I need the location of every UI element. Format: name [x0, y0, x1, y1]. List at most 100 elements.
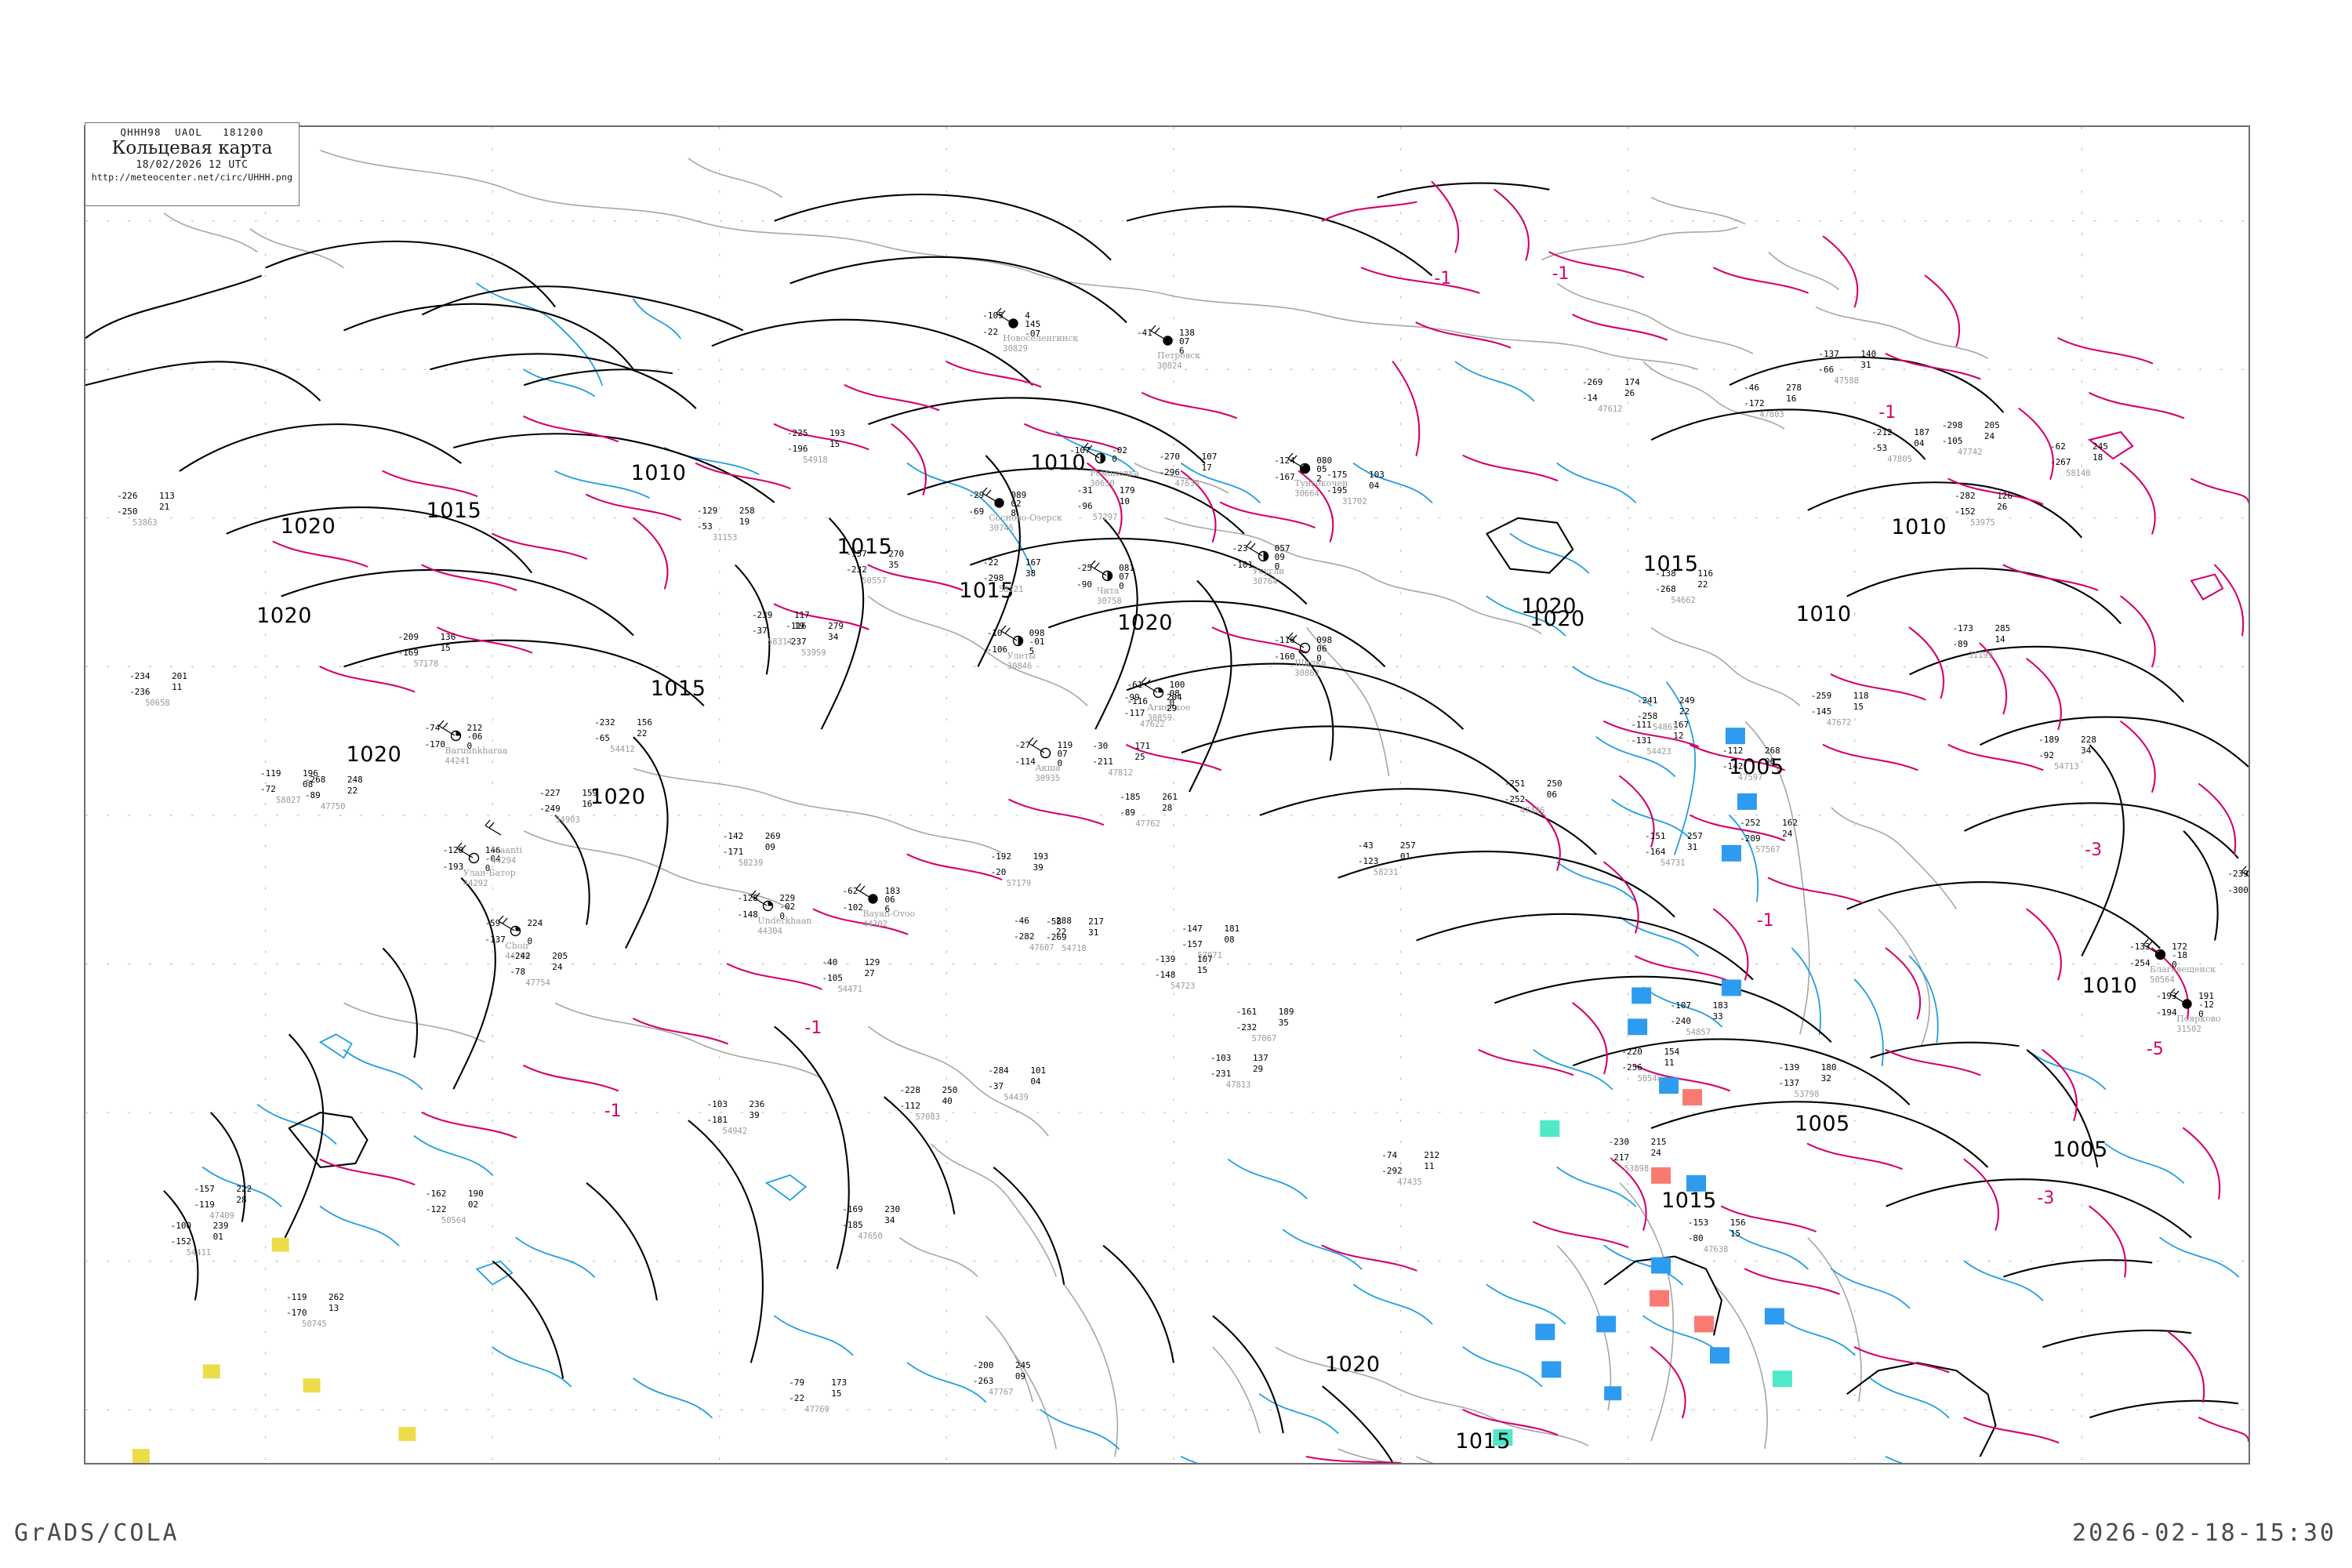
- isotherm-label: -5: [2146, 1040, 2164, 1060]
- station-dewpoint: -185: [842, 1220, 863, 1231]
- station-dewpoint: -268: [1655, 583, 1676, 594]
- cloud-cover-icon: [1300, 463, 1311, 474]
- station-id: 57567: [1755, 844, 1780, 855]
- station-id: 58239: [738, 858, 764, 869]
- station-pressure: 269: [764, 831, 781, 842]
- station-temperature: -220: [1621, 1047, 1642, 1058]
- station-temperature: -252: [1740, 817, 1761, 828]
- isobar-label: 1020: [1521, 593, 1577, 619]
- isobar-label: 1020: [256, 604, 312, 629]
- station-tendency: 27: [864, 968, 875, 979]
- station-temperature: -62: [842, 885, 858, 896]
- station-id: 54903: [555, 815, 580, 826]
- station-tendency: 25: [1134, 751, 1145, 762]
- isotherm-label: -1: [1878, 403, 1896, 423]
- station-temperature: -40: [822, 957, 838, 968]
- station-id: 50564: [2150, 975, 2175, 985]
- station-weather: -07: [1025, 328, 1041, 339]
- wind-barb-icon: [1246, 540, 1262, 557]
- isobar-label: 1015: [1455, 1429, 1511, 1454]
- wind-barb-icon: [1150, 325, 1167, 341]
- station-pressure: 140: [1860, 349, 1877, 360]
- station-dewpoint: -114: [1014, 756, 1036, 767]
- station-id: 54731: [1661, 858, 1686, 869]
- station-pressure: 279: [828, 620, 844, 631]
- station-dewpoint: -194: [2156, 1007, 2177, 1018]
- station-dewpoint: -89: [1952, 638, 1969, 649]
- station-tendency: 34: [2081, 745, 2092, 756]
- station-id: 58314: [767, 637, 793, 647]
- station-tendency: 06: [884, 894, 895, 905]
- station-pressure: 248: [347, 774, 363, 785]
- station-dewpoint: -231: [1210, 1068, 1232, 1079]
- station-temperature: -298: [1941, 419, 1963, 430]
- station-dewpoint: -78: [510, 966, 526, 977]
- station-tendency: 15: [829, 439, 840, 450]
- station-id: 58221: [998, 584, 1024, 594]
- station-tendency: 07: [1119, 572, 1130, 583]
- station-pressure: 212: [1424, 1150, 1440, 1161]
- station-id: 31502: [2176, 1024, 2201, 1034]
- station-tendency: 08: [1169, 688, 1180, 699]
- station-id: 47409: [209, 1211, 234, 1221]
- station-dewpoint: -209: [1740, 833, 1761, 844]
- station-tendency: 38: [1025, 568, 1036, 579]
- station-pressure: 204: [1166, 691, 1182, 702]
- station-dewpoint: -152: [170, 1236, 192, 1247]
- station-temperature: -284: [988, 1065, 1009, 1076]
- station-dewpoint: -167: [1274, 471, 1295, 482]
- station-tendency: 04: [1914, 437, 1925, 448]
- station-temperature: -111: [1631, 719, 1652, 730]
- station-name: Благовещенск: [2150, 964, 2216, 975]
- station-dewpoint: -240: [1670, 1015, 1691, 1026]
- station-id: 47638: [1703, 1244, 1729, 1254]
- cloud-cover-icon: [1152, 687, 1163, 698]
- station-name: Maanti: [491, 845, 522, 856]
- station-dewpoint: -66: [1818, 365, 1835, 376]
- station-pressure: 154: [1664, 1047, 1680, 1058]
- station-id: 54662: [1671, 595, 1696, 605]
- station-id: 44292: [463, 878, 488, 888]
- station-tendency: 29: [1252, 1063, 1264, 1074]
- station-temperature: -103: [1210, 1052, 1232, 1063]
- station-tendency: 31: [1088, 927, 1099, 938]
- station-dewpoint: -89: [304, 789, 321, 800]
- station-pressure: 245: [2092, 441, 2108, 452]
- station-weather: 0: [1119, 581, 1124, 592]
- station-tendency: 16: [582, 799, 593, 810]
- station-pressure: 116: [1697, 568, 1714, 579]
- station-tendency: 06: [1764, 757, 1776, 768]
- station-id: 53975: [1970, 518, 1995, 528]
- station-temperature: -225: [787, 428, 808, 439]
- station-temperature: -230: [1608, 1137, 1630, 1148]
- station-dewpoint: -117: [1123, 707, 1145, 718]
- station-pressure: 201: [172, 671, 187, 682]
- isobar-label: 1020: [590, 784, 646, 809]
- station-tendency: 09: [1014, 1370, 1026, 1381]
- station-dewpoint: -152: [1955, 506, 1976, 517]
- station-tendency: 31: [1860, 360, 1871, 371]
- station-id: 47650: [858, 1232, 883, 1242]
- station-id: 54471: [837, 985, 863, 995]
- station-temperature: -30: [1092, 740, 1109, 751]
- station-temperature: -209: [397, 632, 419, 643]
- station-temperature: -162: [425, 1188, 447, 1199]
- isobar-label: 1020: [1117, 611, 1173, 636]
- station-pressure: 179: [1119, 485, 1135, 496]
- footer-timestamp: 2026-02-18-15:30: [2072, 1519, 2336, 1547]
- cloud-cover-icon: [1012, 635, 1023, 646]
- station-temperature: -62: [2050, 441, 2066, 452]
- station-id: 44298: [505, 951, 531, 961]
- station-tendency: 39: [749, 1109, 760, 1120]
- station-temperature: -129: [696, 506, 718, 517]
- station-dewpoint: -105: [1941, 435, 1963, 446]
- station-dewpoint: -90: [1076, 579, 1092, 590]
- station-temperature: -242: [510, 950, 531, 961]
- station-temperature: -270: [1159, 452, 1180, 463]
- station-temperature: -105: [982, 310, 1004, 321]
- station-name: Bayan-Ovoo: [862, 908, 916, 919]
- coastlines: [163, 150, 1988, 1463]
- isobar-label: 1010: [1891, 515, 1947, 540]
- station-pressure: 257: [1687, 831, 1703, 842]
- station-tendency: 39: [1033, 862, 1044, 873]
